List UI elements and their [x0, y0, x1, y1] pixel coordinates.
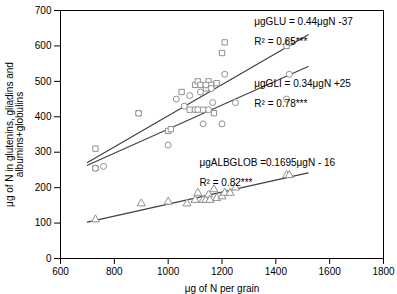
svg-text:R² = 0.78***: R² = 0.78***: [254, 98, 307, 109]
svg-text:600: 600: [35, 40, 52, 51]
svg-text:μgGLI = 0.34μgN +25: μgGLI = 0.34μgN +25: [254, 78, 351, 89]
svg-text:300: 300: [35, 146, 52, 157]
svg-text:1200: 1200: [211, 266, 234, 277]
svg-text:1600: 1600: [319, 266, 342, 277]
svg-text:700: 700: [35, 5, 52, 16]
svg-text:500: 500: [35, 76, 52, 87]
svg-text:100: 100: [35, 217, 52, 228]
svg-text:0: 0: [46, 253, 52, 264]
svg-text:800: 800: [106, 266, 123, 277]
svg-text:μgGLU = 0.44μgN -37: μgGLU = 0.44μgN -37: [254, 16, 353, 27]
svg-text:600: 600: [52, 266, 69, 277]
svg-text:μgALBGLOB =0.1695μgN - 16: μgALBGLOB =0.1695μgN - 16: [199, 157, 335, 168]
svg-text:200: 200: [35, 182, 52, 193]
svg-text:R² = 0.82***: R² = 0.82***: [199, 177, 252, 188]
svg-text:R² = 0.65***: R² = 0.65***: [254, 36, 307, 47]
svg-text:1800: 1800: [372, 266, 395, 277]
svg-text:1400: 1400: [265, 266, 288, 277]
svg-text:μg of N in glutenins, gliadins: μg of N in glutenins, gliadins andalbumi…: [4, 62, 25, 207]
svg-text:400: 400: [35, 111, 52, 122]
svg-text:μg of N per grain: μg of N per grain: [185, 283, 260, 294]
svg-text:1000: 1000: [157, 266, 180, 277]
